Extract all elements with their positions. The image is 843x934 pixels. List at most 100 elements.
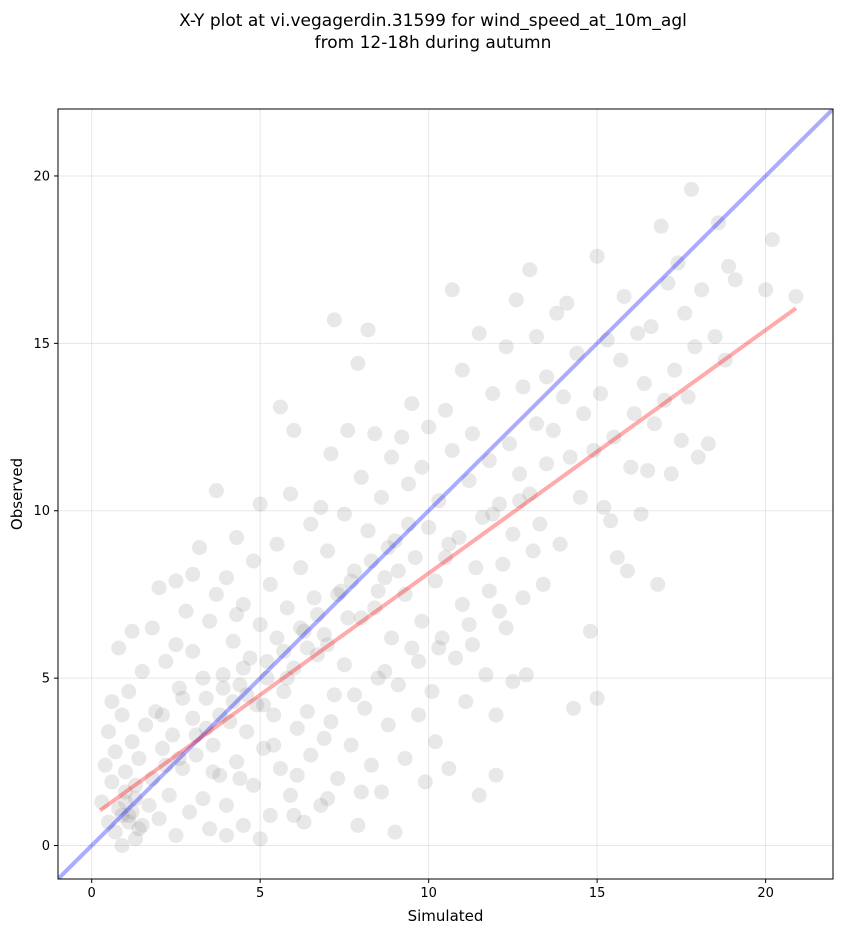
scatter-point-175 bbox=[505, 526, 521, 542]
scatter-point-11 bbox=[114, 707, 130, 723]
scatter-point-263 bbox=[363, 553, 379, 569]
scatter-point-255 bbox=[225, 694, 241, 710]
scatter-point-196 bbox=[566, 700, 582, 716]
scatter-point-136 bbox=[414, 459, 430, 475]
scatter-point-236 bbox=[707, 329, 723, 345]
x-tick-label-4: 20 bbox=[757, 886, 774, 901]
scatter-point-80 bbox=[283, 486, 298, 502]
scatter-point-197 bbox=[569, 345, 585, 361]
scatter-point-118 bbox=[370, 670, 386, 686]
scatter-point-126 bbox=[387, 824, 403, 840]
scatter-point-149 bbox=[444, 442, 460, 458]
scatter-point-205 bbox=[596, 499, 612, 515]
scatter-point-160 bbox=[471, 787, 487, 803]
scatter-point-97 bbox=[320, 637, 336, 653]
chart-title: X-Y plot at vi.vegagerdin.31599 for wind… bbox=[0, 10, 843, 54]
scatter-point-103 bbox=[336, 506, 352, 522]
scatter-point-219 bbox=[643, 319, 659, 335]
scatter-point-28 bbox=[151, 811, 167, 827]
scatter-point-245 bbox=[117, 794, 133, 810]
scatter-point-238 bbox=[717, 352, 733, 368]
scatter-point-41 bbox=[185, 643, 201, 659]
scatter-point-193 bbox=[555, 389, 571, 405]
y-axis-label: Observed bbox=[8, 458, 26, 530]
scatter-point-59 bbox=[232, 677, 248, 693]
scatter-point-24 bbox=[141, 797, 157, 813]
scatter-point-90 bbox=[303, 747, 319, 763]
scatter-point-139 bbox=[421, 519, 437, 535]
scatter-point-270 bbox=[279, 670, 295, 686]
scatter-point-198 bbox=[572, 489, 588, 505]
scatter-point-267 bbox=[215, 680, 231, 696]
scatter-point-65 bbox=[245, 777, 261, 793]
scatter-point-231 bbox=[683, 181, 699, 197]
scatter-point-104 bbox=[336, 657, 352, 673]
scatter-point-110 bbox=[353, 610, 369, 626]
scatter-point-0 bbox=[94, 794, 110, 810]
scatter-point-43 bbox=[192, 540, 208, 556]
scatter-point-276 bbox=[441, 536, 457, 552]
scatter-point-68 bbox=[252, 496, 268, 512]
scatter-point-241 bbox=[758, 282, 774, 298]
scatter-point-202 bbox=[589, 248, 605, 264]
scatter-point-134 bbox=[407, 550, 423, 566]
scatter-point-51 bbox=[212, 767, 228, 783]
scatter-point-49 bbox=[208, 586, 224, 602]
scatter-point-203 bbox=[589, 690, 605, 706]
scatter-point-199 bbox=[576, 406, 592, 422]
scatter-point-16 bbox=[124, 623, 140, 639]
scatter-point-82 bbox=[286, 660, 302, 676]
scatter-point-171 bbox=[498, 339, 514, 355]
scatter-point-295 bbox=[320, 791, 336, 807]
scatter-point-105 bbox=[340, 422, 356, 438]
scatter-point-18 bbox=[128, 831, 143, 847]
scatter-point-227 bbox=[670, 255, 686, 271]
scatter-point-8 bbox=[111, 801, 127, 817]
scatter-point-181 bbox=[522, 262, 538, 278]
scatter-point-166 bbox=[485, 386, 501, 402]
scatter-point-79 bbox=[279, 600, 295, 616]
scatter-point-88 bbox=[299, 704, 315, 720]
scatter-point-42 bbox=[188, 747, 204, 763]
y-tick-label-2: 10 bbox=[33, 504, 50, 519]
scatter-point-142 bbox=[427, 573, 443, 589]
grid-lines bbox=[58, 109, 833, 879]
scatter-point-232 bbox=[687, 339, 703, 355]
scatter-point-218 bbox=[640, 463, 656, 479]
scatter-point-14 bbox=[121, 807, 137, 823]
scatter-point-26 bbox=[144, 771, 160, 787]
scatter-point-40 bbox=[185, 710, 201, 726]
scatter-point-234 bbox=[694, 282, 710, 298]
scatter-point-211 bbox=[616, 288, 632, 304]
scatter-point-280 bbox=[175, 690, 191, 706]
scatter-point-21 bbox=[134, 663, 150, 679]
scatter-point-182 bbox=[522, 486, 538, 502]
scatter-point-226 bbox=[667, 362, 683, 378]
scatter-point-252 bbox=[188, 727, 204, 743]
scatter-point-290 bbox=[461, 617, 477, 633]
scatter-point-133 bbox=[404, 396, 420, 412]
scatter-point-167 bbox=[488, 707, 504, 723]
scatter-point-9 bbox=[111, 640, 127, 656]
scatter-point-254 bbox=[212, 707, 228, 723]
scatter-point-66 bbox=[249, 697, 265, 713]
scatter-point-177 bbox=[512, 466, 528, 482]
scatter-point-55 bbox=[222, 714, 238, 730]
scatter-point-52 bbox=[215, 667, 231, 683]
scatter-point-37 bbox=[175, 761, 191, 777]
scatter-point-187 bbox=[535, 576, 551, 592]
scatter-point-54 bbox=[218, 797, 234, 813]
scatter-point-279 bbox=[154, 707, 170, 723]
scatter-point-46 bbox=[202, 613, 218, 629]
scatter-point-248 bbox=[128, 791, 143, 807]
scatter-point-35 bbox=[168, 827, 184, 843]
scatter-point-10 bbox=[114, 838, 130, 854]
scatter-point-85 bbox=[293, 560, 309, 576]
scatter-point-106 bbox=[343, 737, 359, 753]
scatter-point-81 bbox=[283, 787, 298, 803]
scatter-point-64 bbox=[245, 553, 261, 569]
scatter-point-272 bbox=[316, 627, 332, 643]
scatter-point-58 bbox=[229, 754, 245, 770]
scatter-point-223 bbox=[657, 392, 673, 408]
